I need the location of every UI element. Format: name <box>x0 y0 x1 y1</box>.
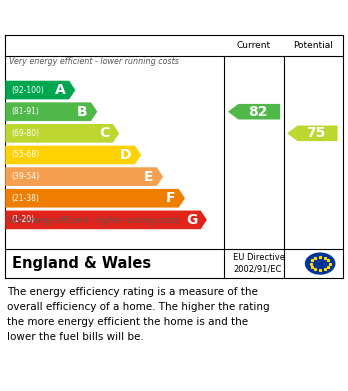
Polygon shape <box>228 104 280 120</box>
Text: G: G <box>186 213 197 227</box>
Text: (81-91): (81-91) <box>11 107 39 116</box>
Polygon shape <box>5 145 141 164</box>
Text: The energy efficiency rating is a measure of the
overall efficiency of a home. T: The energy efficiency rating is a measur… <box>7 287 270 342</box>
Text: EU Directive
2002/91/EC: EU Directive 2002/91/EC <box>233 253 285 274</box>
Polygon shape <box>5 210 207 229</box>
Text: F: F <box>166 191 175 205</box>
Circle shape <box>306 253 335 274</box>
Text: (1-20): (1-20) <box>11 215 34 224</box>
Text: (69-80): (69-80) <box>11 129 40 138</box>
Text: (92-100): (92-100) <box>11 86 44 95</box>
Text: D: D <box>120 148 132 162</box>
Polygon shape <box>5 81 76 99</box>
Text: Current: Current <box>237 41 271 50</box>
Text: (21-38): (21-38) <box>11 194 39 203</box>
Polygon shape <box>5 189 185 208</box>
Polygon shape <box>5 167 163 186</box>
Text: E: E <box>144 170 153 184</box>
Text: 82: 82 <box>248 105 267 119</box>
Text: 75: 75 <box>306 126 325 140</box>
Text: England & Wales: England & Wales <box>12 256 151 271</box>
Text: Not energy efficient - higher running costs: Not energy efficient - higher running co… <box>9 216 179 225</box>
Text: (55-68): (55-68) <box>11 151 40 160</box>
Polygon shape <box>5 102 97 121</box>
Text: A: A <box>55 83 66 97</box>
Text: C: C <box>99 126 110 140</box>
Text: Energy Efficiency Rating: Energy Efficiency Rating <box>10 9 220 23</box>
Polygon shape <box>287 126 338 141</box>
Text: B: B <box>77 105 88 119</box>
Polygon shape <box>5 124 119 143</box>
Text: Very energy efficient - lower running costs: Very energy efficient - lower running co… <box>9 57 179 66</box>
Text: Potential: Potential <box>293 41 333 50</box>
Text: (39-54): (39-54) <box>11 172 40 181</box>
